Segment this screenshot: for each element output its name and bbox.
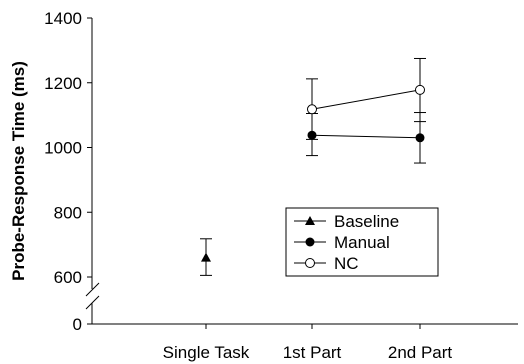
legend-marker-nc <box>305 258 315 268</box>
x-tick-label: 2nd Part <box>388 343 453 362</box>
y-tick-label: 600 <box>54 268 82 287</box>
x-tick-label: 1st Part <box>283 343 342 362</box>
legend-marker-baseline <box>305 216 315 225</box>
legend-label-manual: Manual <box>334 233 390 252</box>
chart-axes <box>85 18 518 325</box>
legend-label-nc: NC <box>334 254 359 273</box>
y-tick-label: 0 <box>73 315 82 334</box>
legend-label-baseline: Baseline <box>334 212 399 231</box>
series-line-nc <box>311 89 421 110</box>
chart-legend: Baseline Manual NC <box>285 207 439 277</box>
data-point-baseline <box>201 252 211 262</box>
chart-marks <box>200 57 426 276</box>
x-tick-label: Single Task <box>163 343 250 362</box>
y-tick-label: 1200 <box>44 74 82 93</box>
axis-break-mark <box>85 295 100 310</box>
data-point-manual <box>415 133 425 143</box>
data-point-nc <box>415 84 425 95</box>
chart-ticks: 0 600 800 1000 1200 1400 Single Task 1st Part 2n… <box>44 9 452 362</box>
data-point-nc <box>307 104 317 115</box>
series-line-manual <box>311 134 421 139</box>
y-axis-label: Probe-Response Time (ms) <box>9 61 28 281</box>
axis-break-mark <box>85 282 100 297</box>
y-tick-label: 1400 <box>44 9 82 28</box>
legend-marker-manual <box>305 237 315 247</box>
y-tick-label: 1000 <box>44 139 82 158</box>
y-tick-label: 800 <box>54 203 82 222</box>
